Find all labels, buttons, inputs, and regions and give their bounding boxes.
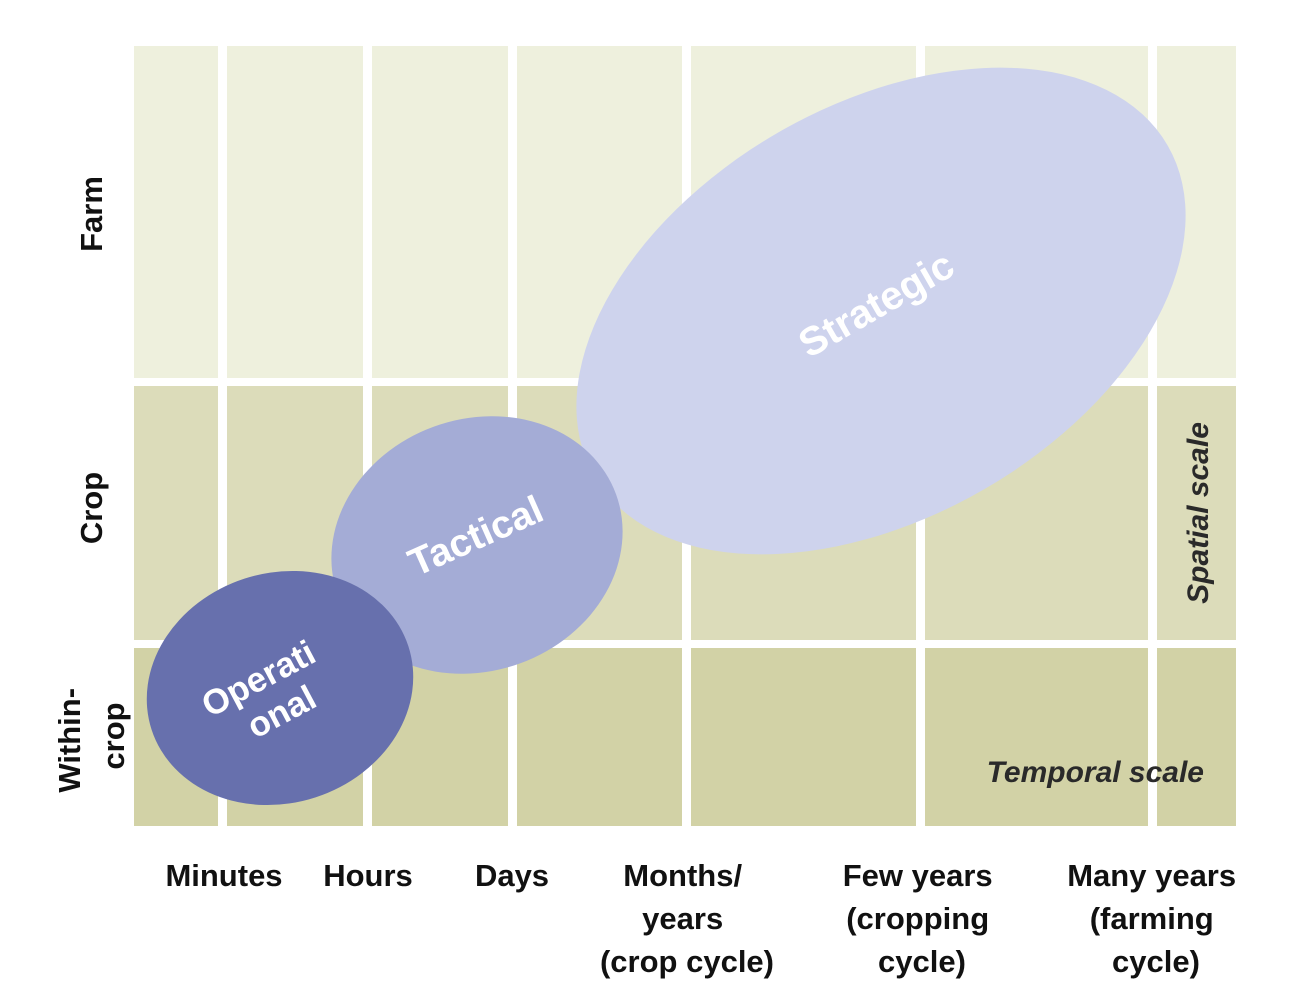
temporal-label-days: Days xyxy=(475,858,549,893)
temporal-label-many-years: Many years (farming cycle) xyxy=(1067,858,1245,979)
temporal-label-few-years: Few years (cropping cycle) xyxy=(843,858,1002,979)
strategic-zone xyxy=(576,67,1186,555)
temporal-label-hours: Hours xyxy=(323,858,413,893)
spatial-scale-title: Spatial scale xyxy=(1182,422,1215,604)
spatial-label-crop: Crop xyxy=(74,472,109,544)
temporal-label-minutes: Minutes xyxy=(165,858,282,893)
temporal-label-months-years: Months/ years (crop cycle) xyxy=(600,858,774,979)
temporal-scale-title: Temporal scale xyxy=(987,756,1204,789)
spatial-label-within-crop: Within- crop xyxy=(52,679,131,792)
spatial-label-farm: Farm xyxy=(74,176,109,252)
tactical-zone xyxy=(331,416,623,674)
operational-zone xyxy=(146,570,414,806)
